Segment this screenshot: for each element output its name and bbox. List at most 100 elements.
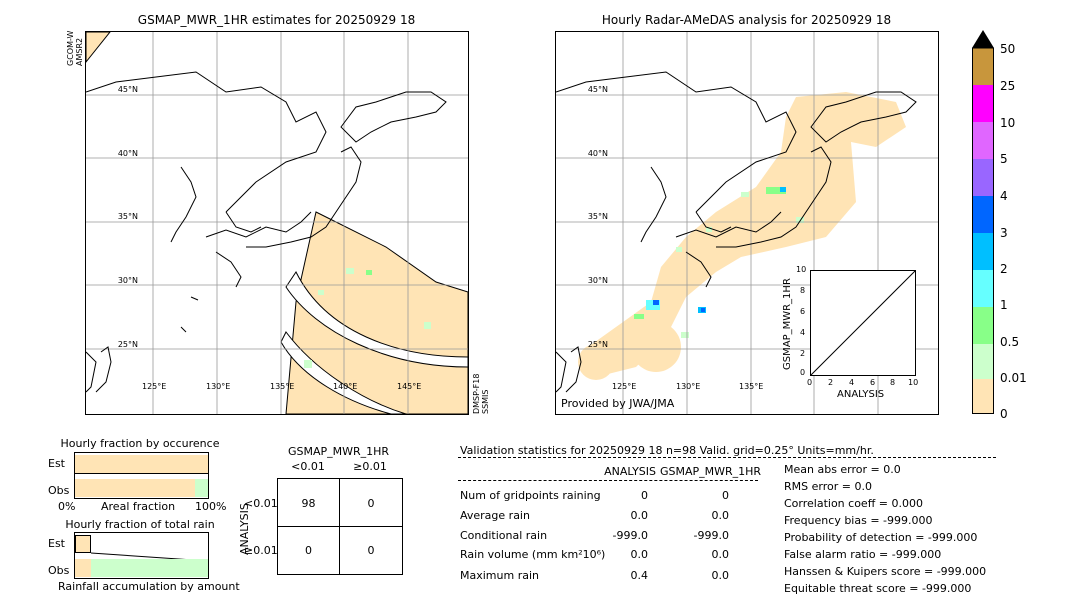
provided-by: Provided by JWA/JMA	[561, 397, 675, 410]
val-row-b: 0.0	[711, 509, 730, 522]
left-map	[85, 31, 469, 415]
frac-tot-xlabel: Rainfall accumulation by amount	[58, 580, 240, 593]
val-row-a: 0	[641, 489, 648, 502]
swath-corner	[86, 32, 111, 63]
left-lat-30: 30°N	[117, 276, 138, 285]
frac-occ-est-label: Est	[48, 457, 65, 470]
score-rmse: RMS error = 0.0	[784, 480, 872, 493]
colorbar-seg-001	[972, 379, 994, 414]
cont-col-1: <0.01	[291, 460, 325, 473]
left-lon-135: 135°E	[270, 382, 295, 391]
frac-tot-obs-label: Obs	[48, 564, 70, 577]
validation-header: Validation statistics for 20250929 18 n=…	[460, 444, 874, 457]
swath-gap-1	[285, 271, 468, 368]
frac-occ-est-bar	[75, 455, 208, 474]
score-far: False alarm ratio = -999.000	[784, 548, 942, 561]
colorbar	[972, 30, 994, 414]
frac-occ-x100: 100%	[195, 500, 227, 513]
frac-occ-obs-label: Obs	[48, 484, 70, 497]
colorbar-seg-3	[972, 233, 994, 270]
score-pod: Probability of detection = -999.000	[784, 531, 978, 544]
cb-label-1: 1	[1000, 298, 1008, 312]
cont-cell-11: 98	[301, 497, 316, 510]
right-lat-45: 45°N	[587, 85, 608, 94]
val-row-a: -999.0	[612, 529, 648, 542]
val-row-label: Rain volume (mm km²10⁶)	[460, 548, 606, 561]
colorbar-seg-1	[972, 307, 994, 344]
right-lat-30: 30°N	[587, 276, 608, 285]
val-row-b: 0	[722, 489, 729, 502]
cont-cell-22: 0	[367, 544, 375, 557]
inset-xtick-6: 6	[870, 378, 876, 387]
inset-ylabel: GSMAP_MWR_1HR	[782, 278, 793, 370]
inset-xtick-0: 0	[807, 378, 813, 387]
left-grid	[86, 32, 468, 414]
left-sat-label-top: GCOM-W AMSR2	[66, 31, 84, 66]
frac-tot-obs-bar	[75, 559, 91, 577]
val-col-analysis: ANALYSIS	[604, 465, 656, 478]
val-row-b: 0.0	[711, 569, 730, 582]
frac-occ-xmid: Areal fraction	[101, 500, 176, 513]
val-col-divider	[458, 480, 758, 481]
cont-cell-12: 0	[367, 497, 375, 510]
colorbar-seg-2	[972, 270, 994, 307]
val-row-b: -999.0	[693, 529, 729, 542]
right-lon-135: 135°E	[739, 382, 764, 391]
left-lat-35: 35°N	[117, 212, 138, 221]
inset-xtick-10: 10	[908, 378, 919, 387]
val-row-b: 0.0	[711, 548, 730, 561]
right-coastline	[556, 71, 917, 393]
inset-xlabel: ANALYSIS	[837, 389, 885, 400]
colorbar-svg	[972, 30, 994, 414]
left-sat-label-bottom: DMSP-F18 SSMIS	[472, 374, 490, 414]
radar-rain	[634, 187, 804, 338]
score-freq-bias: Frequency bias = -999.000	[784, 514, 933, 527]
rain-spot	[366, 270, 372, 275]
rain-spot	[318, 290, 324, 295]
cb-label-3: 3	[1000, 226, 1008, 240]
val-col-gsmap: GSMAP_MWR_1HR	[660, 465, 762, 478]
score-mae: Mean abs error = 0.0	[784, 463, 901, 476]
frac-tot-est-label: Est	[48, 537, 65, 550]
frac-occ-obs-extra	[195, 479, 208, 497]
left-lat-45: 45°N	[117, 85, 138, 94]
cb-label-25: 25	[1000, 79, 1016, 93]
val-row-a: 0.0	[630, 509, 649, 522]
cb-label-2: 2	[1000, 262, 1008, 276]
score-hk: Hanssen & Kuipers score = -999.000	[784, 565, 987, 578]
inset-ytick-6: 6	[800, 307, 806, 316]
sat-label-line-1: GCOM-W	[66, 30, 75, 66]
val-row-label: Maximum rain	[460, 569, 539, 582]
val-row-label: Conditional rain	[460, 529, 548, 542]
colorbar-seg-25	[972, 85, 994, 122]
cb-label-50: 50	[1000, 42, 1016, 56]
rain-spot	[424, 322, 431, 329]
cont-row-1: <0.01	[244, 497, 278, 510]
colorbar-seg-5	[972, 159, 994, 196]
cont-cell-21: 0	[305, 544, 312, 557]
cont-hline	[278, 526, 402, 527]
colorbar-seg-4	[972, 196, 994, 233]
score-corr: Correlation coeff = 0.000	[784, 497, 923, 510]
inset-ytick-0: 0	[800, 368, 806, 377]
cb-label-0: 0	[1000, 407, 1008, 421]
frac-occ-box	[74, 452, 209, 499]
sat-label-line-4: SSMIS	[481, 389, 490, 415]
frac-tot-title: Hourly fraction of total rain	[65, 518, 215, 531]
frac-tot-box	[74, 532, 209, 579]
cont-title: GSMAP_MWR_1HR	[287, 445, 390, 458]
inset-scatter	[810, 270, 916, 376]
right-lon-125: 125°E	[612, 382, 637, 391]
sat-label-line-3: DMSP-F18	[472, 373, 481, 414]
frac-occ-obs-bar	[75, 479, 195, 497]
left-map-canvas	[86, 32, 468, 414]
val-row-label: Average rain	[460, 509, 530, 522]
inset-ytick-8: 8	[800, 286, 806, 295]
right-lon-130: 130°E	[676, 382, 701, 391]
inset-ytick-10: 10	[796, 265, 807, 274]
colorbar-over-arrow	[972, 30, 994, 48]
colorbar-seg-50	[972, 48, 994, 85]
validation-divider	[458, 457, 996, 458]
sat-label-line-2: AMSR2	[75, 37, 84, 66]
left-lon-125: 125°E	[142, 382, 167, 391]
